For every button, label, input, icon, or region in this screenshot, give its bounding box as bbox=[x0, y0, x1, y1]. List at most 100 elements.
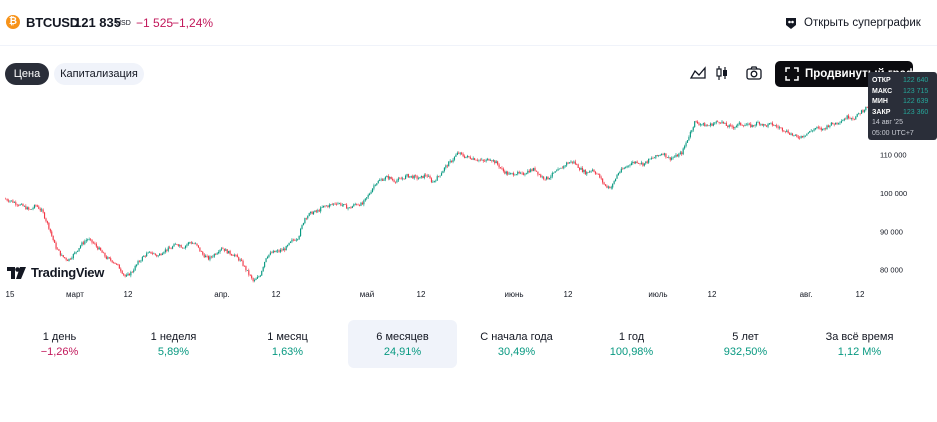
candle bbox=[143, 255, 145, 258]
tradingview-logo[interactable]: TradingView bbox=[7, 265, 104, 280]
candle bbox=[392, 177, 394, 182]
period-1-year[interactable]: 1 год 100,98% bbox=[577, 320, 686, 368]
candle bbox=[764, 124, 766, 127]
candle bbox=[850, 117, 853, 121]
candle bbox=[778, 125, 781, 130]
candle bbox=[840, 119, 842, 124]
candle bbox=[721, 119, 723, 124]
candle bbox=[144, 255, 146, 258]
candle bbox=[423, 173, 425, 180]
open-supergraph-label: Открыть суперграфик bbox=[804, 17, 921, 29]
candle bbox=[380, 177, 382, 182]
period-1-day[interactable]: 1 день −1,26% bbox=[5, 320, 114, 368]
candle bbox=[396, 178, 398, 184]
candle bbox=[711, 122, 713, 127]
candle bbox=[169, 245, 171, 249]
candle bbox=[233, 253, 235, 258]
candle bbox=[189, 241, 191, 244]
candle bbox=[627, 165, 630, 168]
candle bbox=[16, 203, 18, 207]
candle bbox=[770, 122, 772, 125]
x-tick-label: 12 bbox=[124, 290, 133, 299]
candle bbox=[130, 270, 132, 278]
period-label: За всё время bbox=[825, 331, 894, 343]
candle bbox=[174, 242, 177, 245]
candle bbox=[22, 203, 24, 207]
candle bbox=[390, 176, 392, 180]
candle bbox=[133, 268, 135, 274]
candle bbox=[205, 254, 207, 258]
tooltip-time: 05:00 UTC+7 bbox=[872, 129, 914, 137]
candle bbox=[295, 237, 297, 242]
candle bbox=[809, 130, 811, 133]
candle bbox=[386, 175, 388, 178]
candle bbox=[225, 248, 227, 251]
candle bbox=[619, 170, 621, 174]
supercharts-icon bbox=[786, 18, 796, 29]
candle bbox=[488, 158, 490, 161]
candle bbox=[722, 121, 725, 125]
open-supergraph-button[interactable]: Открыть суперграфик bbox=[784, 14, 921, 32]
candle bbox=[753, 124, 755, 128]
candle bbox=[291, 238, 293, 244]
period-1-month[interactable]: 1 месяц 1,63% bbox=[233, 320, 342, 368]
candle bbox=[633, 161, 635, 165]
candle bbox=[176, 243, 178, 246]
candle bbox=[115, 262, 118, 265]
candle bbox=[813, 128, 815, 132]
period-1-week[interactable]: 1 неделя 5,89% bbox=[119, 320, 228, 368]
candle bbox=[381, 178, 384, 182]
camera-icon[interactable] bbox=[745, 64, 763, 82]
candle bbox=[725, 121, 727, 127]
symbol-name[interactable]: BTCUSD bbox=[26, 15, 79, 30]
candle bbox=[125, 273, 128, 278]
candle bbox=[574, 159, 576, 165]
candle bbox=[508, 171, 510, 175]
candle bbox=[226, 248, 228, 254]
candle bbox=[630, 161, 632, 166]
area-chart-icon[interactable] bbox=[689, 64, 707, 82]
x-tick-label: март bbox=[66, 290, 84, 299]
candle bbox=[597, 173, 599, 175]
period-value: 100,98% bbox=[609, 346, 654, 358]
period-all-time[interactable]: За всё время 1,12 M% bbox=[805, 320, 914, 368]
candle bbox=[436, 174, 438, 181]
candle bbox=[72, 253, 74, 260]
candlestick-icon[interactable] bbox=[713, 64, 731, 82]
period-ytd[interactable]: С начала года 30,49% bbox=[462, 320, 571, 368]
candle bbox=[528, 169, 530, 173]
candle bbox=[499, 167, 502, 169]
candle bbox=[140, 259, 142, 264]
candle bbox=[694, 121, 696, 128]
candle bbox=[71, 256, 73, 260]
candle bbox=[166, 249, 168, 253]
candle bbox=[238, 256, 240, 262]
period-5-years[interactable]: 5 лет 932,50% bbox=[691, 320, 800, 368]
candle bbox=[281, 248, 283, 252]
candle bbox=[699, 123, 702, 127]
x-tick-label: 12 bbox=[856, 290, 865, 299]
candle bbox=[456, 151, 458, 156]
candle bbox=[512, 171, 515, 177]
price-chart[interactable]: 110 000 100 000 90 000 80 000 15 март 12 апр. 1… bbox=[0, 88, 937, 310]
candle bbox=[794, 134, 796, 137]
candle bbox=[666, 156, 668, 158]
candle bbox=[235, 254, 237, 257]
candle bbox=[284, 247, 286, 253]
candle bbox=[91, 239, 93, 245]
candle bbox=[159, 252, 161, 256]
tab-price[interactable]: Цена bbox=[5, 63, 49, 85]
candle bbox=[245, 265, 247, 273]
candle bbox=[85, 238, 87, 243]
candle bbox=[282, 246, 284, 251]
candle bbox=[448, 160, 450, 167]
candle bbox=[264, 261, 266, 269]
candle bbox=[369, 192, 371, 196]
candle bbox=[622, 167, 624, 170]
candle bbox=[325, 205, 328, 207]
candle bbox=[760, 123, 762, 127]
candle bbox=[586, 171, 588, 176]
candle bbox=[215, 253, 217, 256]
period-6-months[interactable]: 6 месяцев 24,91% bbox=[348, 320, 457, 368]
tab-market-cap[interactable]: Капитализация bbox=[54, 63, 144, 85]
